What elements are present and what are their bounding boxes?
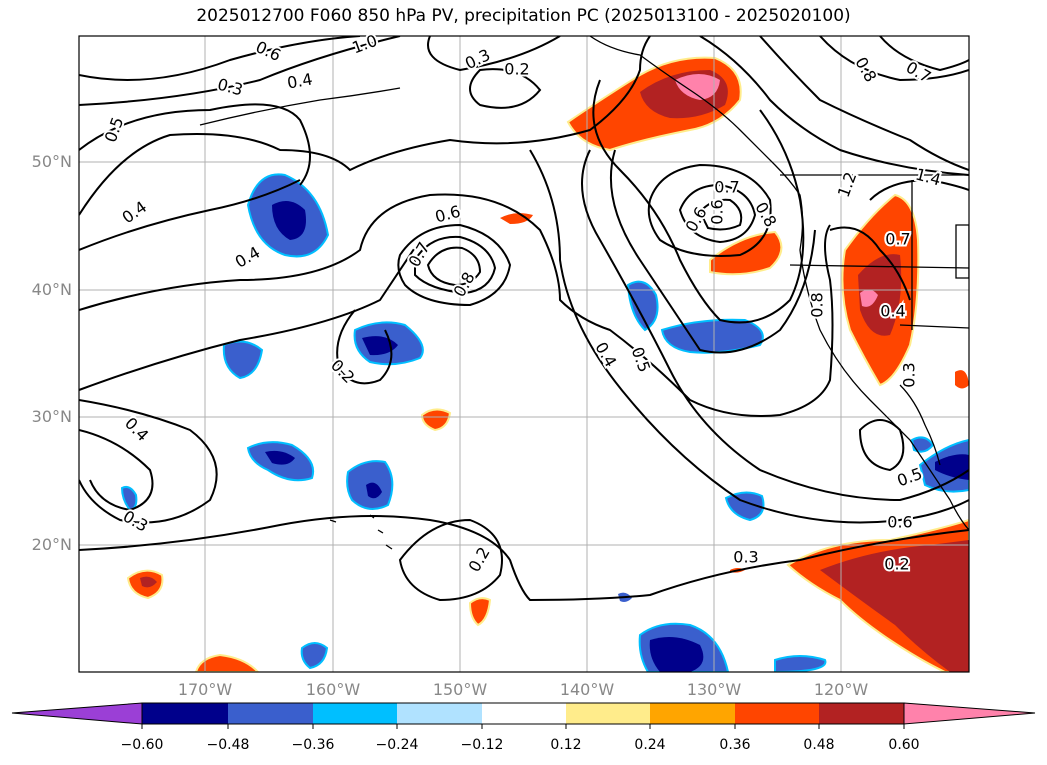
lon-label-160w: 160°W [305,680,361,699]
colorbar-tick: 0.36 [719,737,751,753]
lat-label-20n: 20°N [31,535,72,554]
lat-label-50n: 50°N [31,152,72,171]
colorbar-extend-max [903,702,1036,725]
lat-label-30n: 30°N [31,407,72,426]
contour-label: 0.2 [884,555,909,574]
colorbar-tick: −0.36 [291,737,335,753]
colorbar-tick: −0.48 [206,737,250,753]
lon-label-170w: 170°W [177,680,233,699]
contour-label: 0.4 [880,302,905,321]
lat-label-40n: 40°N [31,280,72,299]
lon-label-120w: 120°W [813,680,869,699]
colorbar-tick: −0.24 [375,737,419,753]
contour-label: 0.2 [504,60,529,79]
map-title: 2025012700 F060 850 hPa PV, precipitatio… [196,6,851,26]
lon-label-140w: 140°W [559,680,615,699]
colorbar-tick: −0.12 [460,737,504,753]
contour-label: 0.6 [887,513,912,532]
colorbar-tick: 0.12 [550,737,582,753]
colorbar-extend-min [11,702,143,725]
colorbar [11,702,1036,729]
contour-label: 0.8 [808,292,827,317]
contour-label: 0.7 [885,230,910,249]
colorbar-tick: −0.60 [120,737,164,753]
pv-contours [79,36,969,602]
coastlines [199,36,969,550]
positive-shading [126,56,969,672]
colorbar-tick: 0.24 [634,737,666,753]
contour-label: 0.3 [900,362,919,387]
lon-label-130w: 130°W [686,680,742,699]
contour-label: 0.3 [733,548,758,567]
map-frame [78,35,970,673]
contour-label: 0.6 [708,199,727,224]
contour-label: 0.7 [714,178,739,197]
colorbar-tick: 0.60 [888,737,920,753]
colorbar-tick: 0.48 [803,737,835,753]
lon-label-150w: 150°W [432,680,488,699]
graticule [79,36,969,672]
